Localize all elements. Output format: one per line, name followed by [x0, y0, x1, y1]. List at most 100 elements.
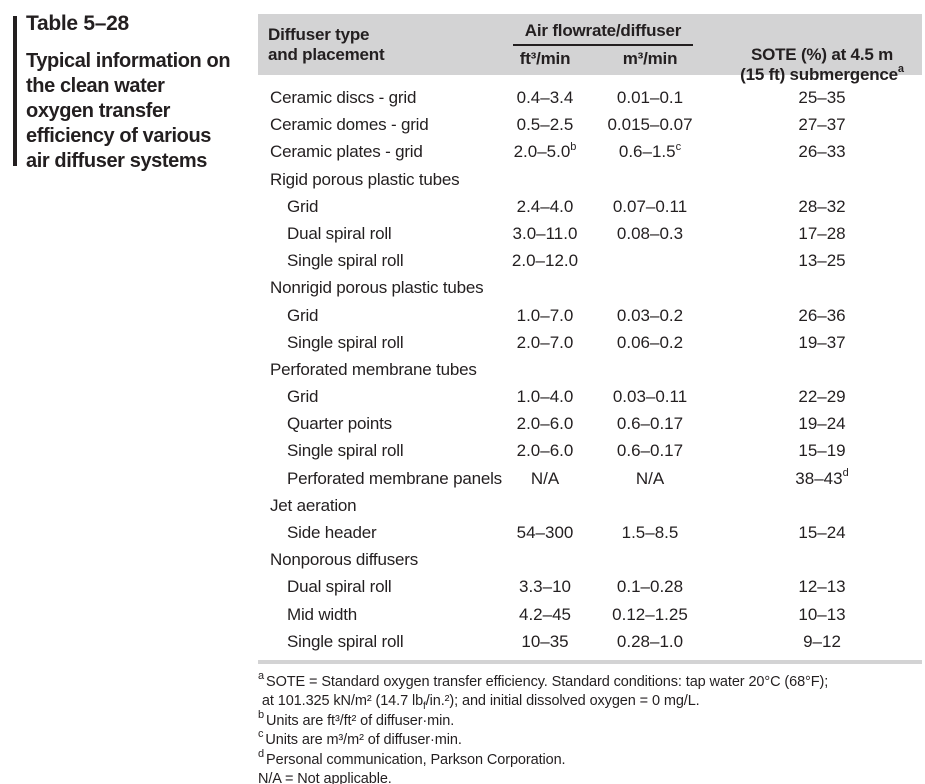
cell-sote: 10–13: [798, 604, 846, 624]
row-label: Dual spiral roll: [287, 577, 392, 597]
column-header-sote-label: SOTE (%) at 4.5 m (15 ft) submergence: [740, 45, 898, 84]
row-label: Single spiral roll: [287, 251, 404, 271]
table-bottom-rule: [258, 659, 922, 664]
cell-sote: 15–24: [798, 523, 846, 542]
column-header-diffuser-type: Diffuser type and placement: [268, 25, 385, 64]
row-label: Single spiral roll: [287, 631, 404, 651]
row-label: Side header: [287, 523, 377, 542]
cell-m3-per-min: 0.01–0.1: [616, 88, 684, 107]
table-row: Single spiral roll 2.0–7.0 0.06–0.2 19–37: [258, 329, 922, 356]
cell-sote: 17–28: [798, 223, 846, 243]
table-row: Grid 1.0–4.0 0.03–0.11 22–29: [258, 383, 922, 410]
cell-sote: 22–29: [798, 387, 846, 407]
footnote-marker: b: [570, 140, 577, 153]
row-label: Single spiral roll: [287, 441, 404, 461]
table-row: Mid width 4.2–45 0.12–1.25 10–13: [258, 601, 922, 628]
row-label: Ceramic plates - grid: [270, 142, 423, 162]
footnote: N/A = Not applicable.: [258, 770, 392, 784]
footnote-marker: a: [897, 63, 904, 76]
cell-sote: 28–32: [798, 196, 846, 216]
row-label: Dual spiral roll: [287, 223, 392, 243]
table-row: Grid 1.0–7.0 0.03–0.2 26–36: [258, 302, 922, 329]
column-group-label: Air flowrate/diffuser: [524, 21, 682, 40]
footnote-marker: b: [258, 708, 265, 721]
footnote-marker: c: [258, 728, 264, 741]
table-row: Ceramic domes - grid 0.5–2.5 0.015–0.07 27–…: [258, 111, 922, 138]
table-row: Single spiral roll 10–35 0.28–1.0 9–12: [258, 628, 922, 655]
row-label: Ceramic domes - grid: [270, 115, 429, 135]
caption-left-rule: [13, 16, 17, 166]
cell-ft3-per-min: 0.5–2.5: [516, 115, 574, 135]
cell-sote: 12–13: [798, 577, 846, 597]
cell-ft3-per-min: 2.0–12.0: [511, 251, 579, 271]
cell-m3-per-min: 0.12–1.25: [612, 604, 688, 624]
cell-sote: 26–36: [798, 305, 846, 325]
table-number: Table 5–28: [26, 12, 129, 35]
cell-ft3-per-min: 2.0–6.0: [516, 441, 574, 461]
cell-m3-per-min: 0.1–0.28: [616, 577, 684, 597]
row-label: Quarter points: [287, 414, 392, 434]
footnote-marker: a: [258, 670, 265, 683]
cell-m3-per-min: 0.6–1.5c: [618, 140, 682, 162]
cell-ft3-per-min: 1.0–4.0: [516, 387, 574, 407]
cell-ft3-per-min: 1.0–7.0: [516, 305, 574, 325]
table-row: Ceramic discs - grid 0.4–3.4 0.01–0.1 25–35: [258, 84, 922, 111]
table-row: Ceramic plates - grid 2.0–5.0b 0.6–1.5c 26–…: [258, 138, 922, 165]
footnote-marker: d: [842, 466, 849, 479]
cell-ft3-per-min: 10–35: [521, 631, 569, 651]
column-group-air-flowrate: Air flowrate/diffuser: [513, 21, 693, 46]
row-label: Grid: [287, 387, 319, 407]
footnotes: a SOTE = Standard oxygen transfer efficie…: [258, 670, 922, 784]
cell-sote: 15–19: [798, 441, 846, 461]
table-row: Single spiral roll 2.0–6.0 0.6–0.17 15–19: [258, 437, 922, 464]
cell-sote: 26–33: [798, 142, 846, 162]
cell-m3-per-min: 0.06–0.2: [616, 332, 684, 352]
category-row: Jet aeration: [258, 492, 922, 519]
row-label: Nonrigid porous plastic tubes: [270, 278, 484, 298]
category-row: Nonporous diffusers: [258, 546, 922, 573]
cell-m3-per-min: 0.015–0.07: [607, 115, 693, 135]
cell-sote: 9–12: [803, 631, 841, 651]
cell-m3-per-min: 0.07–0.11: [612, 196, 688, 216]
cell-sote: 13–25: [798, 251, 846, 271]
row-label: Grid: [287, 305, 319, 325]
cell-ft3-per-min: 2.0–6.0: [516, 414, 574, 434]
cell-sote: 19–24: [798, 414, 846, 434]
cell-ft3-per-min: 3.3–10: [519, 577, 571, 597]
footnote: d Personal communication, Parkson Corpora…: [258, 747, 566, 768]
category-row: Nonrigid porous plastic tubes: [258, 274, 922, 301]
row-label: Grid: [287, 196, 319, 216]
cell-ft3-per-min: 0.4–3.4: [516, 88, 574, 107]
cell-m3-per-min: 1.5–8.5: [621, 523, 679, 542]
column-header-sote: SOTE (%) at 4.5 m (15 ft) submergencea: [722, 25, 922, 85]
cell-sote: 25–35: [798, 88, 846, 107]
footnote: a SOTE = Standard oxygen transfer efficie…: [258, 670, 829, 713]
column-header-ft3-min: ft³/min: [519, 49, 571, 68]
table-body: Ceramic discs - grid 0.4–3.4 0.01–0.1 25–35…: [258, 84, 922, 655]
cell-ft3-per-min: 2.4–4.0: [516, 196, 574, 216]
cell-m3-per-min: 0.03–0.11: [612, 387, 688, 407]
category-row: Perforated membrane tubes: [258, 356, 922, 383]
cell-ft3-per-min: 2.0–7.0: [516, 332, 574, 352]
column-header-m3-min: m³/min: [622, 49, 678, 68]
cell-m3-per-min: 0.08–0.3: [616, 223, 684, 243]
row-label: Ceramic discs - grid: [270, 88, 417, 107]
cell-ft3-per-min: 4.2–45: [519, 604, 571, 624]
cell-sote: 27–37: [798, 115, 846, 135]
table-header-band: Diffuser type and placement Air flowrate…: [258, 14, 922, 84]
category-row: Rigid porous plastic tubes: [258, 166, 922, 193]
row-label: Mid width: [287, 604, 358, 624]
table-row: Grid 2.4–4.0 0.07–0.11 28–32: [258, 193, 922, 220]
cell-ft3-per-min: 2.0–5.0b: [513, 140, 577, 162]
diffuser-table: Diffuser type and placement Air flowrate…: [258, 14, 922, 784]
table-caption-block: Table 5–28 Typical information on the cl…: [26, 12, 254, 174]
table-row: Dual spiral roll 3.3–10 0.1–0.28 12–13: [258, 573, 922, 600]
cell-ft3-per-min: N/A: [530, 468, 560, 488]
cell-m3-per-min: 0.6–0.17: [616, 441, 684, 461]
cell-m3-per-min: 0.6–0.17: [616, 414, 684, 434]
cell-ft3-per-min: 54–300: [516, 523, 574, 542]
cell-m3-per-min: N/A: [635, 468, 665, 488]
row-label: Nonporous diffusers: [270, 550, 419, 570]
cell-sote: 38–43d: [795, 466, 849, 488]
